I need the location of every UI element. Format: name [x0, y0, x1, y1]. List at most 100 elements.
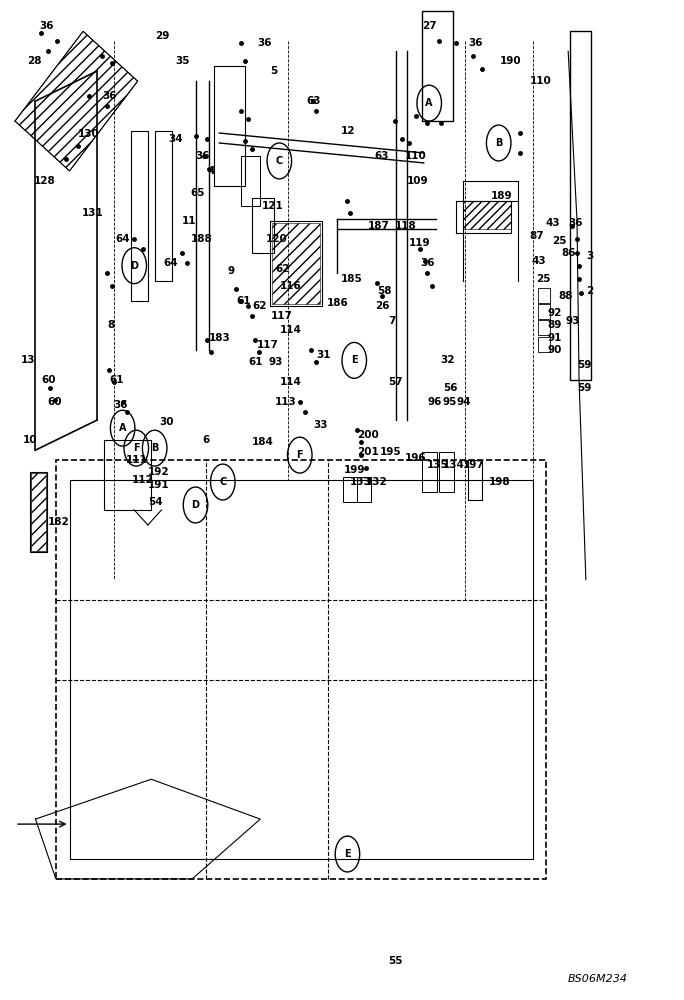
Text: 63: 63 — [375, 151, 389, 161]
Text: 62: 62 — [252, 301, 267, 311]
Text: 135: 135 — [427, 460, 449, 470]
Text: 188: 188 — [191, 234, 213, 244]
Text: 36: 36 — [257, 38, 272, 48]
Bar — [343, 477, 357, 502]
Text: 29: 29 — [155, 31, 169, 41]
Text: E: E — [344, 849, 351, 859]
Text: C: C — [276, 156, 283, 166]
Text: 182: 182 — [48, 517, 70, 527]
Text: 35: 35 — [175, 56, 189, 66]
Text: 13: 13 — [21, 355, 35, 365]
Text: 3: 3 — [586, 251, 593, 261]
Text: 120: 120 — [265, 234, 287, 244]
Text: 192: 192 — [148, 467, 170, 477]
Text: 25: 25 — [552, 236, 566, 246]
Bar — [438, 452, 453, 492]
Text: 8: 8 — [107, 320, 114, 330]
Text: 60: 60 — [41, 375, 55, 385]
Text: 91: 91 — [548, 333, 562, 343]
Text: 134: 134 — [443, 460, 464, 470]
Text: 12: 12 — [341, 126, 355, 136]
Text: 65: 65 — [191, 188, 205, 198]
Text: D: D — [130, 261, 138, 271]
Text: 190: 190 — [500, 56, 522, 66]
Text: 121: 121 — [261, 201, 283, 211]
Text: 119: 119 — [409, 238, 430, 248]
Text: 32: 32 — [440, 355, 456, 365]
Text: 117: 117 — [257, 340, 278, 350]
Text: 131: 131 — [82, 208, 103, 218]
Text: 43: 43 — [545, 218, 560, 228]
Text: 6: 6 — [202, 435, 209, 445]
Bar — [357, 477, 371, 502]
Text: 5: 5 — [270, 66, 278, 76]
Text: 93: 93 — [268, 357, 282, 367]
Text: 87: 87 — [529, 231, 544, 241]
Text: 110: 110 — [529, 76, 551, 86]
Bar — [56, 460, 547, 879]
Text: 36: 36 — [102, 91, 117, 101]
Text: 55: 55 — [389, 956, 403, 966]
Text: 57: 57 — [389, 377, 403, 387]
Bar — [538, 288, 551, 303]
Text: 61: 61 — [237, 296, 251, 306]
Text: 7: 7 — [389, 316, 396, 326]
Text: F: F — [133, 443, 140, 453]
Text: 62: 62 — [275, 264, 290, 274]
Text: 195: 195 — [380, 447, 401, 457]
Text: 94: 94 — [456, 397, 471, 407]
Text: 109: 109 — [407, 176, 428, 186]
Text: 36: 36 — [568, 218, 583, 228]
Bar — [538, 304, 551, 319]
Text: 64: 64 — [163, 258, 178, 268]
Text: 2: 2 — [586, 286, 593, 296]
Text: 116: 116 — [279, 281, 301, 291]
Text: 112: 112 — [132, 475, 154, 485]
Text: 189: 189 — [490, 191, 512, 201]
Text: 187: 187 — [368, 221, 390, 231]
Text: 34: 34 — [168, 134, 183, 144]
Bar — [252, 198, 274, 253]
Bar — [70, 480, 533, 859]
Text: 36: 36 — [468, 38, 482, 48]
Text: 63: 63 — [306, 96, 321, 106]
Text: 25: 25 — [536, 274, 551, 284]
Text: 30: 30 — [159, 417, 174, 427]
Bar — [570, 31, 591, 380]
Text: 61: 61 — [248, 357, 263, 367]
Text: 33: 33 — [313, 420, 328, 430]
Text: 64: 64 — [116, 234, 131, 244]
Text: E: E — [351, 355, 358, 365]
Text: 191: 191 — [148, 480, 170, 490]
Text: 197: 197 — [463, 460, 485, 470]
Text: 114: 114 — [279, 325, 301, 335]
Text: 31: 31 — [316, 350, 330, 360]
Text: 201: 201 — [357, 447, 379, 457]
Text: 36: 36 — [39, 21, 53, 31]
Text: B: B — [495, 138, 502, 148]
Text: 130: 130 — [78, 129, 99, 139]
Text: 199: 199 — [343, 465, 365, 475]
Text: C: C — [219, 477, 226, 487]
Text: 89: 89 — [548, 320, 562, 330]
Text: 36: 36 — [421, 258, 435, 268]
Text: 36: 36 — [114, 400, 129, 410]
Text: 86: 86 — [562, 248, 576, 258]
Text: 61: 61 — [109, 375, 124, 385]
Text: 54: 54 — [148, 497, 163, 507]
Text: 59: 59 — [577, 383, 592, 393]
Text: 90: 90 — [548, 345, 562, 355]
Text: 113: 113 — [275, 397, 297, 407]
Text: 9: 9 — [228, 266, 235, 276]
Text: 114: 114 — [279, 377, 301, 387]
Text: 88: 88 — [559, 291, 573, 301]
Bar — [155, 131, 172, 281]
Text: 26: 26 — [375, 301, 389, 311]
Text: 185: 185 — [341, 274, 363, 284]
Text: BS06M234: BS06M234 — [568, 974, 628, 984]
Bar — [241, 156, 260, 206]
Text: 92: 92 — [548, 308, 562, 318]
Bar — [103, 440, 151, 510]
Text: 36: 36 — [196, 151, 210, 161]
Text: 28: 28 — [27, 56, 42, 66]
